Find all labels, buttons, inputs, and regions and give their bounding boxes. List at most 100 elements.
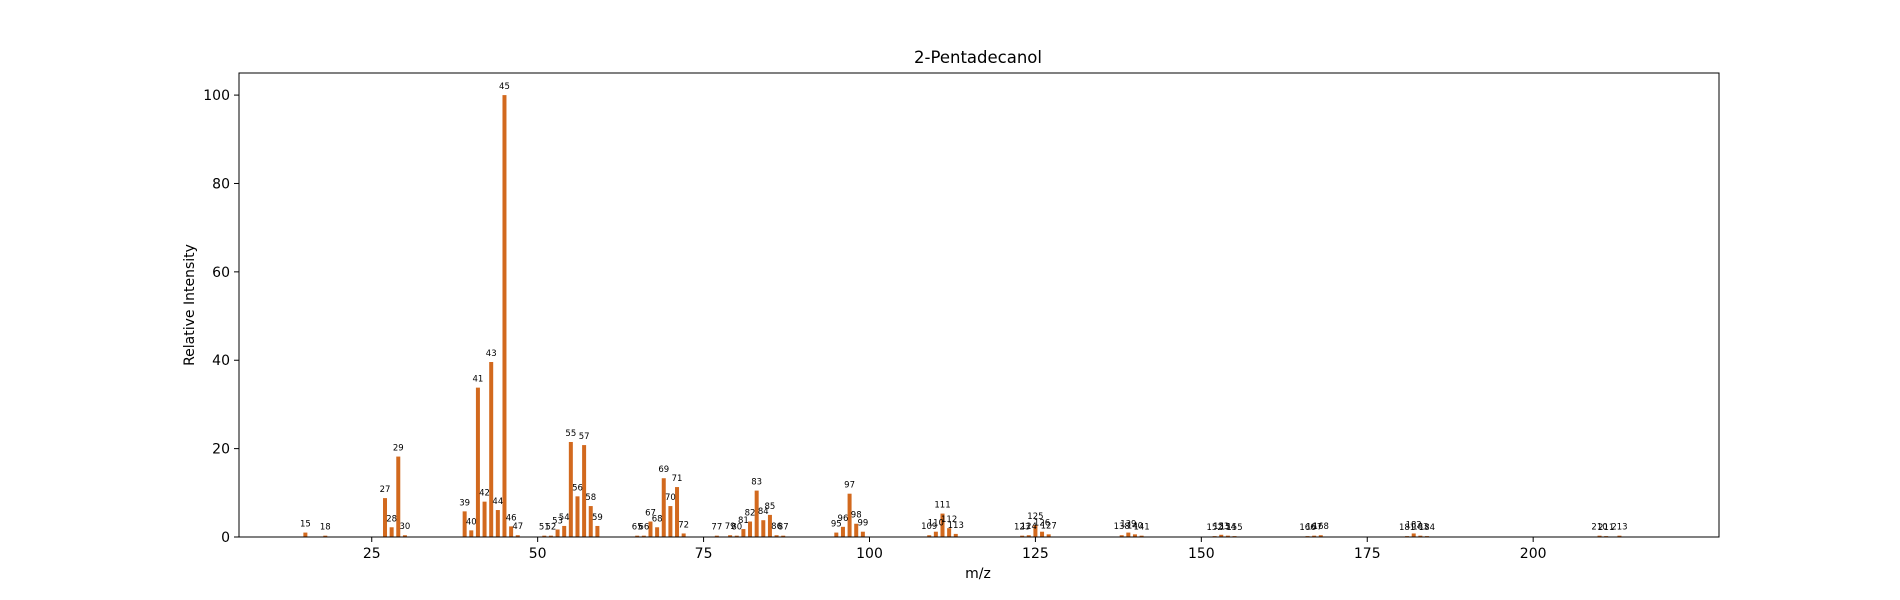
peak-label: 154: [1220, 523, 1236, 533]
peak-bar: [588, 506, 593, 537]
y-tick-label: 20: [212, 442, 230, 458]
peak-bar: [1040, 531, 1045, 537]
peak-label: 111: [934, 501, 950, 511]
x-tick-label: 175: [1354, 546, 1381, 562]
peak-label: 138: [1114, 522, 1130, 532]
peak-bar: [475, 387, 480, 537]
peak-label: 123: [1014, 523, 1030, 533]
peak-label: 182: [1406, 520, 1422, 530]
peak-bar: [774, 535, 779, 537]
x-axis: 25 50 75 100 125 150 175 200: [363, 537, 1547, 562]
peak-label: 168: [1313, 522, 1329, 532]
peak-label: 68: [652, 514, 663, 524]
peak-label: 52: [546, 523, 557, 533]
peak-label: 80: [731, 523, 742, 533]
peak-label: 43: [486, 349, 497, 359]
peak-label: 113: [948, 521, 964, 531]
peak-bar: [741, 529, 746, 537]
peak-label: 152: [1206, 523, 1222, 533]
x-tick-label: 150: [1188, 546, 1215, 562]
peak-label: 210: [1591, 523, 1607, 533]
peak-bar: [389, 527, 394, 537]
peak-label: 166: [1299, 523, 1315, 533]
peak-bar: [860, 531, 865, 537]
x-tick-label: 200: [1520, 546, 1547, 562]
peak-bar: [1139, 535, 1144, 537]
peak-bar: [303, 532, 308, 537]
peak-bar: [834, 532, 839, 537]
peak-label: 47: [512, 522, 523, 532]
peak-bar: [641, 535, 646, 537]
peak-bar: [728, 535, 733, 537]
peak-label: 58: [585, 493, 596, 503]
peak-label: 41: [473, 375, 484, 385]
peak-bar: [947, 528, 952, 537]
peak-bar: [1126, 532, 1131, 537]
peak-label: 65: [632, 523, 643, 533]
peak-label: 85: [765, 502, 776, 512]
x-tick-label: 125: [1022, 546, 1049, 562]
peak-bar: [469, 530, 474, 537]
peak-label: 40: [466, 517, 477, 527]
x-tick-label: 50: [529, 546, 547, 562]
peak-bar: [502, 95, 507, 537]
peak-bar: [754, 490, 759, 537]
chart-title: 2-Pentadecanol: [914, 48, 1042, 67]
peak-bar: [1312, 535, 1317, 537]
peak-bar: [635, 535, 640, 537]
x-tick-label: 100: [856, 546, 883, 562]
peak-bar: [515, 535, 520, 537]
peak-bar: [648, 521, 653, 537]
peak-label: 140: [1127, 521, 1143, 531]
peak-label: 87: [778, 523, 789, 533]
peak-bar: [489, 362, 494, 537]
peak-label: 141: [1133, 523, 1149, 533]
x-tick-label: 25: [363, 546, 381, 562]
peak-label: 54: [559, 513, 570, 523]
peak-label: 77: [711, 523, 722, 533]
peak-label: 70: [665, 493, 676, 503]
peak-label: 125: [1027, 512, 1043, 522]
peak-label: 18: [320, 523, 331, 533]
peak-bar: [734, 535, 739, 537]
peak-bar: [1046, 534, 1051, 537]
peak-bar: [548, 535, 553, 537]
peak-bar: [953, 533, 958, 537]
peak-bar: [396, 456, 401, 537]
peak-bar: [1418, 535, 1423, 537]
peak-label: 44: [492, 497, 503, 507]
peak-label: 53: [552, 516, 563, 526]
peak-label: 86: [771, 522, 782, 532]
peak-bar: [495, 510, 500, 537]
peak-label: 15: [300, 520, 311, 530]
peak-bar: [1318, 535, 1323, 537]
peak-bar: [940, 513, 945, 537]
peak-bar: [595, 525, 600, 537]
peak-bar: [509, 526, 514, 537]
peak-bar: [402, 535, 407, 537]
peak-bar: [927, 535, 932, 537]
peak-bar: [681, 533, 686, 537]
peak-label: 109: [921, 522, 937, 532]
peak-label: 51: [539, 523, 550, 533]
peak-bar: [1411, 533, 1416, 537]
peak-label: 127: [1041, 521, 1057, 531]
peak-label: 39: [459, 498, 470, 508]
peak-label: 84: [758, 507, 769, 517]
peak-label: 183: [1412, 523, 1428, 533]
peak-bar: [761, 520, 766, 537]
y-tick-label: 80: [212, 176, 230, 192]
peak-label: 167: [1306, 523, 1322, 533]
peak-bar: [462, 511, 467, 537]
peak-label: 57: [579, 432, 590, 442]
peak-label: 69: [658, 465, 669, 475]
peak-bar: [1033, 525, 1038, 537]
peak-label: 126: [1034, 519, 1050, 529]
peak-bar: [1225, 535, 1230, 537]
y-tick-label: 40: [212, 353, 230, 369]
peak-label: 82: [745, 509, 756, 519]
y-axis: 0 20 40 60 80 100: [203, 88, 239, 546]
peak-bar: [1617, 535, 1622, 537]
peak-label: 98: [851, 511, 862, 521]
